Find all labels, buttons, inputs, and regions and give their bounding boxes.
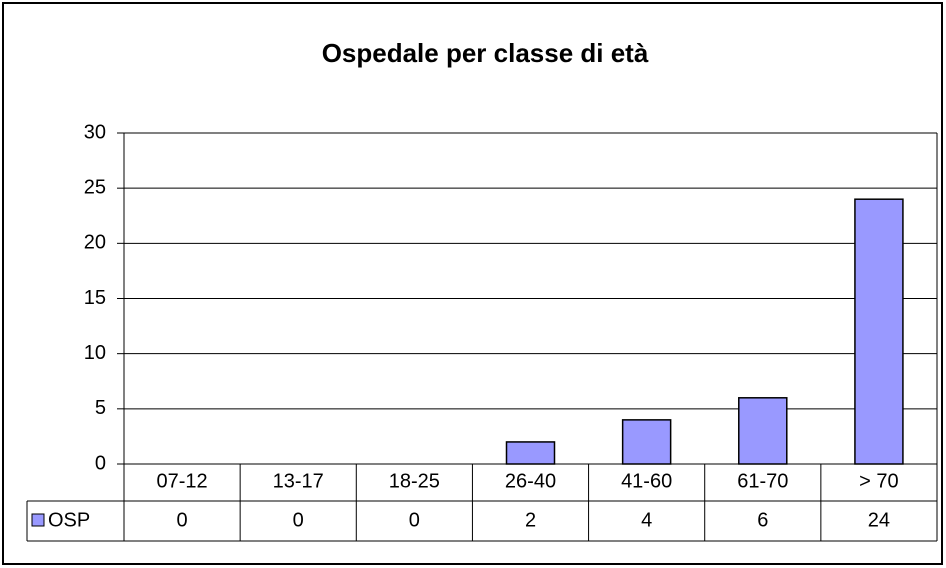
legend-label: OSP <box>48 509 90 531</box>
chart-title: Ospedale per classe di età <box>322 38 649 68</box>
y-tick-label: 5 <box>95 397 106 419</box>
table-value: 2 <box>525 509 536 531</box>
y-tick-label: 0 <box>95 452 106 474</box>
bar <box>621 419 672 465</box>
y-tick-label: 15 <box>84 287 106 309</box>
x-tick-label: 41-60 <box>621 470 672 492</box>
x-tick-label: 07-12 <box>156 470 207 492</box>
x-tick-label: > 70 <box>859 470 898 492</box>
x-tick-label: 18-25 <box>389 470 440 492</box>
legend-key <box>31 513 45 527</box>
table-value: 6 <box>757 509 768 531</box>
table-value: 0 <box>409 509 420 531</box>
bar <box>505 441 556 465</box>
y-tick-label: 10 <box>84 342 106 364</box>
x-tick-label: 13-17 <box>273 470 324 492</box>
table-value: 4 <box>641 509 652 531</box>
y-tick-label: 30 <box>84 121 106 143</box>
table-value: 24 <box>868 509 890 531</box>
y-tick-label: 20 <box>84 232 106 254</box>
bar <box>738 397 788 465</box>
y-tick-label: 25 <box>84 176 106 198</box>
x-tick-label: 61-70 <box>737 470 788 492</box>
x-tick-label: 26-40 <box>505 470 556 492</box>
table-value: 0 <box>177 509 188 531</box>
bar <box>854 198 904 465</box>
table-value: 0 <box>293 509 304 531</box>
